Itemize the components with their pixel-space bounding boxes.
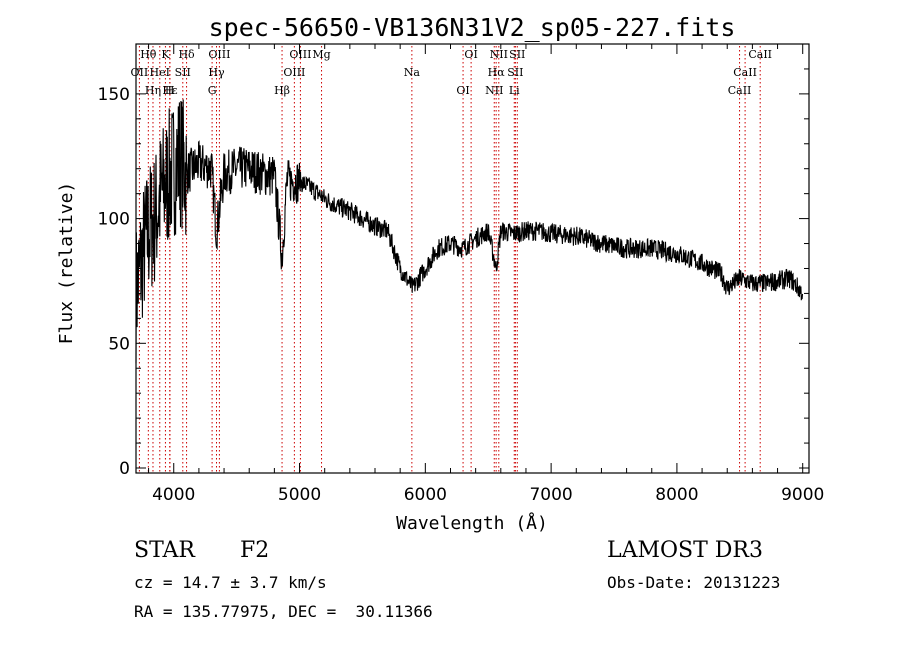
x-tick-label: 6000 — [404, 485, 447, 505]
line-label: Li — [509, 84, 520, 97]
line-label: CaII — [728, 84, 752, 97]
observation-date: Obs-Date: 20131223 — [607, 573, 781, 592]
survey-name: LAMOST DR3 — [607, 538, 763, 563]
line-label: SII — [507, 66, 523, 79]
line-label: SII — [175, 66, 191, 79]
object-class: STAR — [134, 538, 195, 563]
object-subclass: F2 — [240, 538, 270, 563]
line-label: SII — [509, 48, 525, 61]
x-tick-label: 5000 — [278, 485, 321, 505]
x-axis-label: Wavelength (Å) — [396, 512, 548, 534]
line-label: H — [165, 84, 175, 97]
line-label: OIII — [208, 48, 230, 61]
x-tick-label: 4000 — [152, 485, 195, 505]
chart-title: spec-56650-VB136N31V2_sp05-227.fits — [209, 13, 736, 42]
line-label: OII — [131, 66, 149, 79]
spectrum-line — [135, 99, 804, 364]
axis-ticks: 4000 5000 6000 7000 8000 9000 0 50 100 150 — [98, 44, 824, 505]
redshift-velocity: cz = 14.7 ± 3.7 km/s — [134, 573, 327, 592]
coordinates: RA = 135.77975, DEC = 30.11366 — [134, 602, 433, 621]
y-tick-label: 50 — [108, 334, 130, 354]
y-tick-label: 100 — [98, 210, 130, 230]
line-label: Hε — [162, 84, 178, 97]
line-label: HeI — [150, 66, 170, 79]
line-label: Hη — [145, 84, 161, 97]
line-label: Na — [404, 66, 421, 79]
line-label: NII — [490, 48, 508, 61]
line-labels: HθOIIHεKHeIHηHδSIIHOIIIHγGOIIIOIIIHβMgNa… — [131, 48, 772, 97]
line-label: K — [161, 48, 170, 61]
x-tick-label: 8000 — [655, 485, 698, 505]
line-label: CaII — [748, 48, 772, 61]
line-label: Hγ — [208, 66, 225, 79]
line-label: G — [208, 84, 217, 97]
line-label: CaII — [733, 66, 757, 79]
line-label: Hδ — [178, 48, 195, 61]
line-label: Mg — [312, 48, 330, 61]
line-label: Hβ — [274, 84, 290, 97]
y-tick-label: 0 — [119, 459, 130, 479]
line-label: Hθ — [140, 48, 157, 61]
line-label: NII — [485, 84, 503, 97]
line-label: Hα — [488, 66, 506, 79]
y-tick-label: 150 — [98, 85, 130, 105]
x-tick-label: 7000 — [529, 485, 572, 505]
line-label: OI — [456, 84, 469, 97]
line-label: OIII — [283, 66, 305, 79]
line-label: OI — [464, 48, 477, 61]
plot-frame — [135, 43, 810, 474]
line-label: OIII — [289, 48, 311, 61]
x-tick-label: 9000 — [781, 485, 824, 505]
y-axis-label: Flux (relative) — [56, 182, 77, 345]
